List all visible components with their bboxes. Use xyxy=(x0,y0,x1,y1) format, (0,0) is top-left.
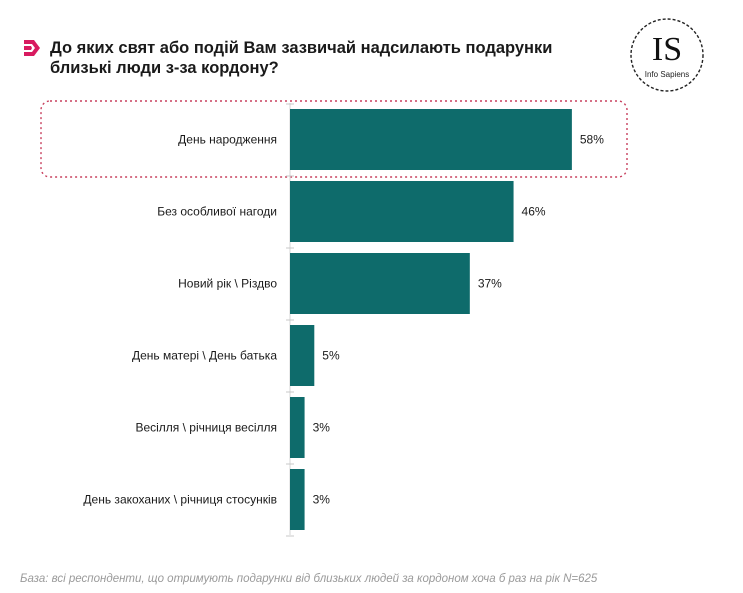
footnote: База: всі респонденти, що отримують пода… xyxy=(20,573,598,585)
logo-subtext: Info Sapiens xyxy=(645,70,689,79)
value-label: 46% xyxy=(522,205,546,219)
category-label: День закоханих \ річниця стосунків xyxy=(83,493,277,507)
arrow-bullet-icon xyxy=(24,40,40,56)
category-label: Весілля \ річниця весілля xyxy=(135,421,277,435)
bar xyxy=(290,253,470,314)
bar xyxy=(290,181,514,242)
bar xyxy=(290,469,305,530)
chart-title: До яких свят або подій Вам зазвичай надс… xyxy=(50,39,553,77)
category-label: Новий рік \ Різдво xyxy=(178,277,277,291)
value-label: 3% xyxy=(313,493,331,507)
value-label: 5% xyxy=(322,349,340,363)
bar xyxy=(290,109,572,170)
bar xyxy=(290,397,305,458)
category-label: Без особливої нагоди xyxy=(157,205,277,219)
value-label: 3% xyxy=(313,421,331,435)
category-label: День народження xyxy=(178,133,277,147)
value-label: 37% xyxy=(478,277,502,291)
logo-text: IS xyxy=(652,31,682,68)
value-label: 58% xyxy=(580,133,604,147)
highlight-box xyxy=(40,100,628,178)
bar xyxy=(290,325,315,386)
category-label: День матері \ День батька xyxy=(132,349,277,363)
info-sapiens-logo: IS Info Sapiens xyxy=(630,18,704,92)
